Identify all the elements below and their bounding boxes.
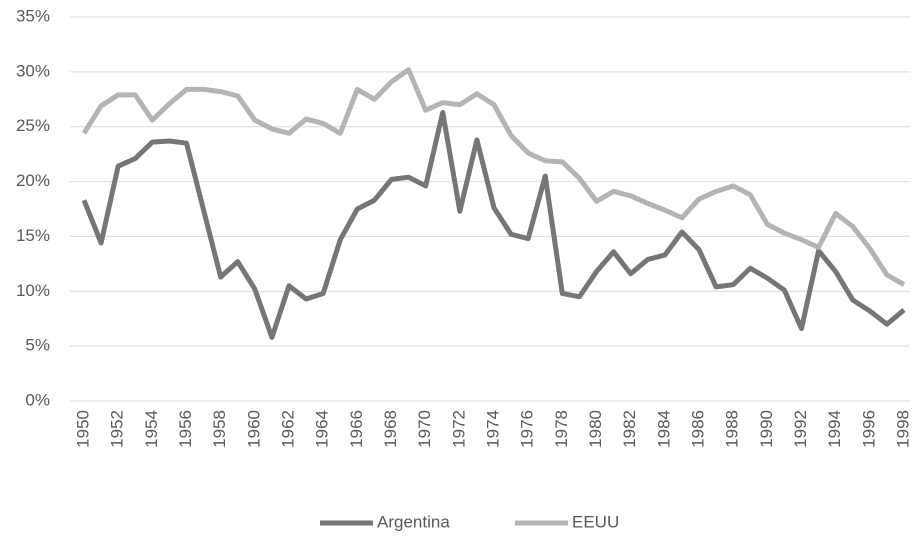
- y-tick-label: 5%: [25, 336, 50, 355]
- x-tick-label: 1982: [620, 410, 639, 448]
- x-tick-label: 1986: [688, 410, 707, 448]
- x-tick-label: 1954: [142, 410, 161, 448]
- series-line: [81, 67, 906, 287]
- x-tick-label: 1980: [586, 410, 605, 448]
- y-tick-label: 10%: [16, 281, 50, 300]
- x-tick-label: 1950: [73, 410, 92, 448]
- x-tick-label: 1966: [347, 410, 366, 448]
- series-line: [81, 109, 906, 340]
- x-tick-label: 1970: [415, 410, 434, 448]
- legend-label: Argentina: [377, 512, 450, 531]
- x-tick-label: 1978: [552, 410, 571, 448]
- y-tick-label: 0%: [25, 390, 50, 409]
- x-tick-label: 1962: [278, 410, 297, 448]
- x-tick-label: 1984: [654, 410, 673, 448]
- x-tick-label: 1968: [381, 410, 400, 448]
- x-tick-label: 1990: [757, 410, 776, 448]
- y-tick-label: 25%: [16, 116, 50, 135]
- x-tick-label: 1998: [893, 410, 912, 448]
- y-tick-label: 20%: [16, 171, 50, 190]
- x-tick-label: 1996: [859, 410, 878, 448]
- x-tick-label: 1976: [518, 410, 537, 448]
- x-tick-label: 1974: [483, 410, 502, 448]
- x-tick-label: 1964: [313, 410, 332, 448]
- y-tick-label: 30%: [16, 61, 50, 80]
- x-tick-label: 1956: [176, 410, 195, 448]
- y-tick-label: 15%: [16, 226, 50, 245]
- y-tick-label: 35%: [16, 6, 50, 25]
- x-tick-label: 1960: [244, 410, 263, 448]
- legend-label: EEUU: [572, 512, 619, 531]
- x-tick-label: 1972: [449, 410, 468, 448]
- x-tick-label: 1952: [108, 410, 127, 448]
- x-tick-label: 1992: [791, 410, 810, 448]
- x-tick-label: 1994: [825, 410, 844, 448]
- x-tick-label: 1988: [723, 410, 742, 448]
- x-tick-label: 1958: [210, 410, 229, 448]
